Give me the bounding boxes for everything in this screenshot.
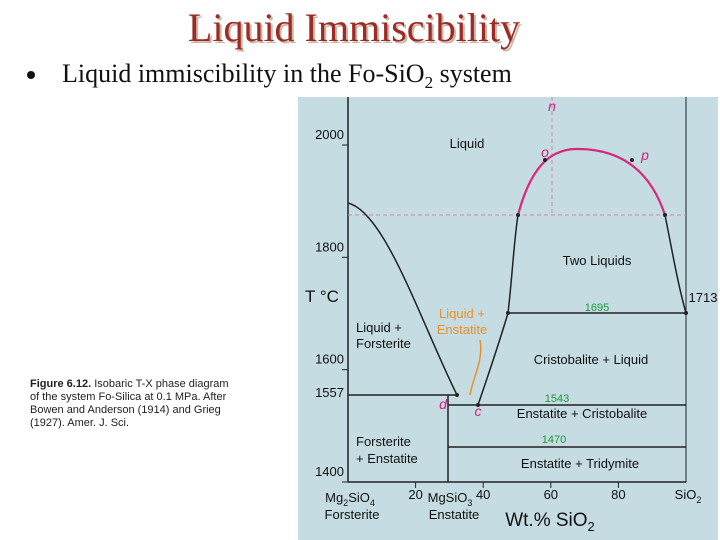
cr-liquidus	[664, 214, 687, 314]
caption: Figure 6.12. Isobaric T-X phase diagram …	[30, 378, 229, 429]
label: Enstatite + Cristobalite	[517, 406, 647, 421]
label: Forsterite	[356, 336, 411, 351]
end-member-name: Forsterite	[325, 507, 380, 522]
point	[455, 393, 459, 397]
end-member: Mg2SiO4	[325, 490, 375, 508]
label: Two Liquids	[563, 253, 632, 268]
point	[516, 213, 520, 217]
label: 1557	[315, 385, 344, 400]
x-axis-label: Wt.% SiO2	[505, 510, 595, 534]
x-tick-label: 80	[611, 487, 625, 502]
point	[506, 311, 510, 315]
points	[455, 158, 688, 407]
label: Liquid	[450, 136, 485, 151]
y-tick-label: 2000	[315, 127, 344, 142]
label-d: d	[439, 396, 448, 412]
label: Liquid +	[356, 320, 402, 335]
label: 1695	[585, 302, 609, 314]
caption-line1: Figure 6.12. Isobaric T-X phase diagram	[30, 378, 229, 390]
title: Liquid Immiscibility	[188, 5, 520, 50]
y-axis-label: T °C	[305, 287, 339, 306]
caption-line: of the system Fo-Silica at 0.1 MPa. Afte…	[30, 391, 227, 403]
x-tick-label: 40	[476, 487, 490, 502]
y-tick-label: 1600	[315, 352, 344, 367]
bullet-dot	[27, 71, 35, 79]
label-o: o	[541, 144, 549, 160]
figure-bg	[298, 97, 718, 540]
label-n: n	[548, 98, 556, 114]
point	[684, 311, 688, 315]
point	[543, 158, 547, 162]
label: 1543	[545, 393, 569, 405]
pointer	[469, 339, 482, 396]
point	[663, 213, 667, 217]
label: Liquid +	[439, 306, 485, 321]
y-tick-label: 1800	[315, 239, 344, 254]
caption-line: Bowen and Anderson (1914) and Grieg	[30, 404, 221, 416]
label: 1470	[542, 434, 566, 446]
title-shadow: Liquid Immiscibility	[190, 7, 522, 52]
end-member: SiO2	[675, 487, 702, 505]
phase-boundaries	[347, 202, 687, 482]
end-member-name: Enstatite	[429, 507, 480, 522]
label: Enstatite	[437, 322, 488, 337]
caption-line: (1927). Amer. J. Sci.	[30, 417, 129, 429]
fo-liquidus	[347, 202, 458, 396]
label: Enstatite + Tridymite	[521, 456, 639, 471]
x-tick-label: 20	[408, 487, 422, 502]
point	[630, 158, 634, 162]
end-member: MgSiO3	[428, 490, 473, 508]
label: Forsterite	[356, 434, 411, 449]
label: 1713	[689, 290, 718, 305]
label: + Enstatite	[356, 451, 418, 466]
label-c: c	[475, 403, 482, 419]
solvus	[516, 147, 667, 216]
x-tick-label: 60	[544, 487, 558, 502]
y-tick-label: 1400	[315, 464, 344, 479]
phase-diagram: n o p d c Liquid Two Liquids 1713 1695 1…	[298, 97, 718, 540]
point	[476, 403, 480, 407]
label-p: p	[640, 147, 649, 163]
label: Cristobalite + Liquid	[534, 352, 649, 367]
bullet-text: Liquid immiscibility in the Fo-SiO2 syst…	[62, 59, 512, 92]
